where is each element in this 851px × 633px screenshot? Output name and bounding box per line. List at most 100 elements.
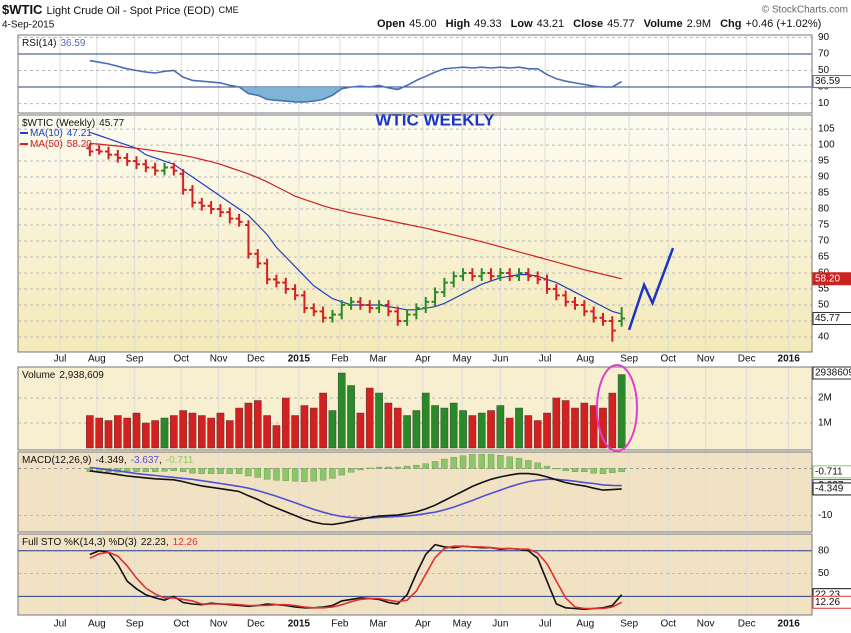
x-tick-label: May (453, 354, 472, 365)
volume-bar (123, 417, 131, 449)
x-tick-label: Jun (492, 619, 508, 630)
histogram-bar (226, 468, 233, 474)
volume-bar (375, 392, 383, 449)
x-tick-label: Apr (415, 619, 431, 630)
volume-bar (412, 410, 421, 449)
axis-tag (812, 272, 851, 286)
x-tick-label: 2015 (288, 354, 311, 365)
x-tick-label: Mar (370, 619, 388, 630)
volume-bar (524, 415, 533, 449)
volume-bar (291, 415, 299, 449)
x-tick-label: Jun (492, 354, 508, 365)
y-tick-label: 40 (818, 332, 830, 343)
x-tick-label: Aug (88, 619, 106, 630)
axis-tag-label: 58.20 (815, 273, 840, 284)
panel-border (17, 366, 813, 451)
histogram-bar (459, 455, 467, 469)
legend-value: 22.23 (141, 537, 166, 548)
volume-bar (356, 412, 365, 449)
x-tick-label: Sep (126, 354, 144, 365)
legend-entry: MA(10) 47.21 (30, 128, 92, 139)
quote-value: 43.21 (537, 18, 565, 30)
legend-value: 2,938,609 (59, 370, 104, 381)
x-tick-label: Aug (88, 354, 106, 365)
histogram-bar (497, 455, 504, 469)
legend-title: Full STO %K(14,3) %D(3) (22, 537, 137, 548)
quote-value: 45.00 (409, 18, 437, 30)
legend-value: -4.349 (95, 455, 124, 466)
y-tick-label: 10 (818, 98, 830, 109)
x-tick-label: Aug (576, 619, 594, 630)
volume-bar (263, 415, 271, 449)
axis-tag (812, 312, 851, 326)
histogram-bar (161, 468, 168, 472)
y-tick-label: 95 (818, 156, 830, 167)
quote-label: Open (377, 18, 405, 30)
x-tick-label: Sep (620, 354, 638, 365)
volume-bar (337, 372, 346, 449)
legend-separator: , (159, 455, 162, 466)
x-tick-label: Dec (738, 354, 756, 365)
volume-bar (496, 405, 505, 449)
y-tick-label: 1M (818, 418, 832, 429)
histogram-bar (534, 462, 541, 469)
quote-label: Close (573, 18, 603, 30)
quote-value: 45.77 (607, 18, 635, 30)
volume-bar (319, 392, 327, 449)
volume-bar (552, 397, 561, 449)
axis-tag (812, 482, 851, 496)
histogram-bar (441, 458, 448, 469)
histogram-bar (609, 468, 616, 473)
x-tick-label: Nov (697, 619, 715, 630)
panel-border (17, 451, 813, 533)
panel-border (17, 114, 813, 353)
volume-bar (608, 392, 617, 449)
volume-bar (104, 420, 113, 449)
volume-bar (515, 407, 523, 449)
indicator-line (89, 59, 623, 103)
histogram-bar (525, 460, 532, 469)
legend-separator: , (124, 455, 127, 466)
legend-value: 12.26 (173, 537, 198, 548)
volume-bar (421, 392, 430, 449)
histogram-bar (282, 468, 289, 481)
x-tick-label: Dec (738, 619, 756, 630)
moving-average (89, 142, 622, 280)
quote-label: Low (511, 18, 533, 30)
histogram-bar (469, 454, 476, 469)
y-tick-label: 80 (818, 204, 830, 215)
histogram-bar (562, 468, 569, 472)
volume-bar (253, 400, 262, 449)
panel-background (18, 35, 812, 113)
legend-value: -0.711 (166, 455, 194, 466)
y-tick-label: -10 (818, 510, 833, 521)
indicator-line (89, 470, 622, 526)
histogram-bar (347, 468, 355, 473)
volume-bar (561, 400, 570, 449)
quote-value: 2.9M (687, 18, 711, 30)
histogram-bar (515, 457, 523, 469)
x-tick-label: May (453, 619, 472, 630)
axis-tag (812, 366, 851, 380)
x-tick-label: Feb (331, 354, 349, 365)
x-tick-label: Jul (54, 354, 67, 365)
volume-bar (543, 412, 551, 449)
histogram-bar (618, 468, 625, 473)
histogram-bar (291, 468, 299, 482)
y-tick-label: 100 (818, 140, 835, 151)
projection-line (627, 247, 675, 331)
header: $WTIC Light Crude Oil - Spot Price (EOD) C… (2, 2, 848, 30)
histogram-bar (478, 454, 485, 469)
histogram-bar (142, 468, 150, 472)
x-tick-label: Mar (370, 354, 388, 365)
instrument-name: Light Crude Oil - Spot Price (EOD) (46, 5, 214, 17)
legend: Volume 2,938,609 (22, 370, 104, 381)
y-tick-label: 105 (818, 124, 835, 135)
volume-bar (487, 410, 495, 449)
volume-bar (347, 385, 355, 449)
volume-bar (365, 387, 374, 449)
x-tick-label: Dec (247, 619, 265, 630)
x-tick-label: Oct (173, 619, 189, 630)
histogram-bar (198, 468, 206, 474)
